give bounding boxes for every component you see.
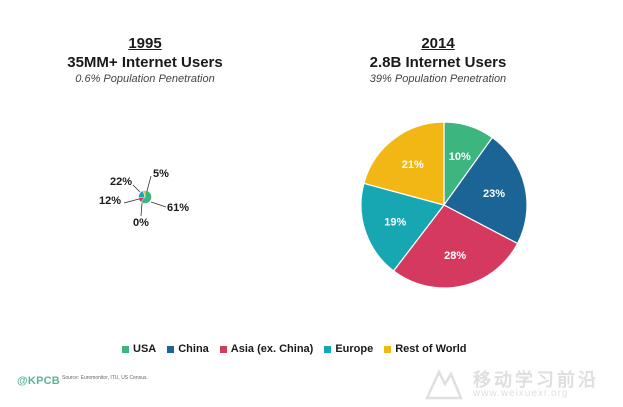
slice-2014-china (443, 136, 528, 245)
panel-1995-header: 1995 35MM+ Internet Users 0.6% Populatio… (25, 35, 265, 86)
legend-item-usa: USA (122, 343, 156, 355)
legend-label-usa: USA (133, 343, 157, 355)
pie-chart-1995: 61% 0% 12% 22% 5% (99, 168, 189, 229)
slice-2014-europe (360, 182, 446, 272)
data-label-2014-china: 23% (483, 188, 505, 200)
legend-swatch-rest (384, 345, 392, 353)
leader-line-1995-usa (150, 201, 167, 208)
data-label-1995-rest-of-world: 5% (153, 168, 169, 180)
data-label-2014-rest-of-world: 21% (402, 159, 424, 171)
legend: USA China Asia (ex. China) Europe Rest o… (122, 343, 467, 355)
legend-swatch-china (167, 345, 175, 353)
data-label-2014-asia-ex-china: 28% (444, 250, 466, 262)
legend-label-rest: Rest of World (395, 343, 467, 355)
legend-swatch-europe (324, 345, 332, 353)
leader-line-1995-asia-ex-china (123, 198, 140, 204)
pie-chart-2014: 10% 23% 28% 19% 21% (360, 121, 528, 289)
panel-2014-header: 2014 2.8B Internet Users 39% Population … (318, 35, 558, 86)
leader-line-1995-china (140, 202, 143, 217)
data-label-2014-usa: 10% (449, 151, 471, 163)
users-2014: 2.8B Internet Users (369, 54, 507, 71)
slice-1995-rest-of-world (142, 190, 146, 198)
penetration-2014: 39% Population Penetration (369, 73, 507, 85)
leader-line-1995-europe (132, 184, 141, 193)
data-label-1995-china: 0% (133, 217, 149, 229)
leader-line-1995-rest-of-world (146, 175, 152, 192)
slice-2014-rest-of-world (363, 121, 445, 206)
watermark-logo-icon (425, 369, 463, 400)
legend-swatch-asia (219, 345, 227, 353)
slice-2014-asia-ex-china (392, 204, 519, 289)
watermark-text: 移动学习前沿 (473, 370, 599, 390)
data-label-1995-asia-ex-china: 12% (99, 195, 121, 207)
legend-label-china: China (178, 343, 209, 355)
year-1995: 1995 (128, 35, 162, 52)
penetration-1995: 0.6% Population Penetration (75, 73, 215, 85)
data-label-1995-usa: 61% (167, 202, 189, 214)
slice-1995-usa (140, 190, 152, 204)
legend-label-asia: Asia (ex. China) (230, 343, 314, 355)
legend-label-europe: Europe (335, 343, 374, 355)
data-label-1995-europe: 22% (110, 176, 132, 188)
source-note: Source: Euromonitor, ITU, US Census. (62, 375, 148, 381)
year-2014: 2014 (421, 35, 455, 52)
kpcb-logo: @KPCB (17, 375, 60, 387)
legend-item-asia: Asia (ex. China) (219, 343, 314, 355)
legend-item-rest: Rest of World (384, 343, 467, 355)
data-label-2014-europe: 19% (384, 217, 406, 229)
legend-item-europe: Europe (324, 343, 373, 355)
legend-swatch-usa (122, 345, 129, 353)
users-1995: 35MM+ Internet Users (67, 54, 223, 71)
legend-item-china: China (167, 343, 209, 355)
watermark-url: www.weixuexi.org (473, 388, 569, 399)
watermark: 移动学习前沿 www.weixuexi.org (421, 366, 611, 402)
